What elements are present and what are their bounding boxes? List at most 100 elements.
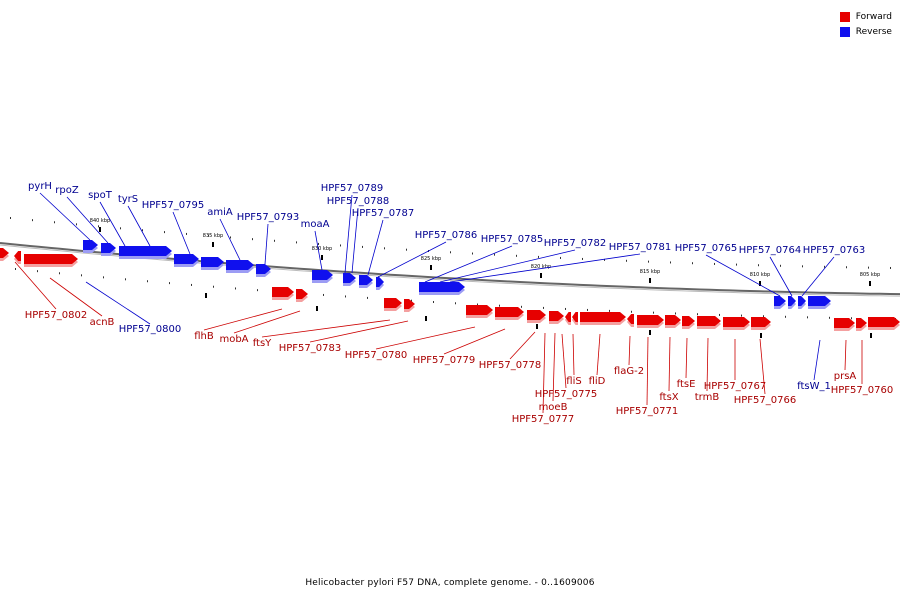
major-tick — [316, 306, 318, 311]
forward-gene[interactable] — [856, 318, 867, 331]
forward-gene-label[interactable]: flaG-2 — [614, 366, 644, 377]
forward-gene[interactable] — [751, 317, 771, 330]
reverse-gene-label[interactable]: HPF57_0785 — [481, 234, 543, 245]
reverse-gene[interactable] — [312, 270, 333, 283]
forward-gene-label[interactable]: ftsX — [659, 392, 678, 403]
reverse-gene[interactable] — [774, 296, 786, 309]
forward-gene[interactable] — [665, 315, 681, 328]
reverse-gene[interactable] — [419, 282, 465, 295]
reverse-gene-label[interactable]: amiA — [207, 207, 233, 218]
forward-gene[interactable] — [627, 314, 634, 327]
forward-gene-label[interactable]: ftsY — [253, 338, 272, 349]
major-tick — [870, 333, 872, 338]
minor-tick — [296, 241, 297, 244]
reverse-gene-label[interactable]: HPF57_0788 — [327, 196, 389, 207]
leader-line — [314, 230, 323, 271]
reverse-gene[interactable] — [101, 243, 116, 256]
reverse-gene-label[interactable]: HPF57_0781 — [609, 242, 671, 253]
reverse-gene[interactable] — [256, 264, 271, 277]
gene-body — [201, 257, 224, 267]
reverse-gene[interactable] — [808, 296, 831, 309]
forward-gene[interactable] — [495, 307, 524, 320]
forward-gene[interactable] — [572, 312, 578, 325]
forward-gene-label[interactable]: HPF57_0802 — [25, 310, 87, 321]
forward-gene-label[interactable]: HPF57_0771 — [616, 406, 678, 417]
forward-gene-label[interactable]: HPF57_0778 — [479, 360, 541, 371]
forward-gene[interactable] — [723, 317, 750, 330]
forward-gene[interactable] — [549, 311, 564, 324]
reverse-gene[interactable] — [174, 254, 199, 267]
reverse-gene-label[interactable]: HPF57_0787 — [352, 208, 414, 219]
forward-gene-label[interactable]: prsA — [834, 371, 857, 382]
forward-gene[interactable] — [565, 312, 571, 325]
forward-gene-label[interactable]: HPF57_0760 — [831, 385, 893, 396]
reverse-gene-label[interactable]: HPF57_0800 — [119, 324, 181, 335]
gene-body — [774, 296, 786, 306]
gene-body — [868, 317, 900, 327]
reverse-gene[interactable] — [788, 296, 796, 309]
reverse-gene[interactable] — [119, 246, 172, 259]
forward-gene[interactable] — [868, 317, 900, 330]
forward-gene-label[interactable]: ftsE — [677, 379, 696, 390]
reverse-gene-label[interactable]: HPF57_0793 — [237, 212, 299, 223]
gene-body — [0, 248, 9, 258]
forward-gene[interactable] — [637, 315, 664, 328]
forward-gene-label[interactable]: HPF57_0780 — [345, 350, 407, 361]
forward-gene[interactable] — [834, 318, 855, 331]
reverse-gene-label[interactable]: spoT — [88, 190, 113, 201]
forward-gene-label[interactable]: trmB — [695, 392, 720, 403]
forward-gene[interactable] — [466, 305, 493, 318]
forward-gene[interactable] — [404, 299, 415, 312]
forward-gene[interactable] — [24, 254, 78, 267]
scale-label: 825 kbp — [421, 256, 441, 262]
reverse-gene-label[interactable]: pyrH — [28, 181, 52, 192]
forward-gene[interactable] — [384, 298, 402, 311]
reverse-gene[interactable] — [376, 277, 384, 290]
reverse-gene[interactable] — [343, 273, 356, 286]
forward-gene[interactable] — [0, 248, 9, 261]
forward-gene[interactable] — [580, 312, 626, 325]
major-tick — [649, 330, 651, 335]
reverse-gene-label[interactable]: tyrS — [118, 194, 138, 205]
forward-gene-label[interactable]: HPF57_0775 — [535, 389, 597, 400]
minor-tick — [59, 272, 60, 275]
forward-gene-label[interactable]: flhB — [194, 331, 214, 342]
forward-gene[interactable] — [527, 310, 546, 323]
reverse-gene-label[interactable]: HPF57_0764 — [739, 245, 801, 256]
gene-body — [296, 289, 308, 299]
reverse-gene[interactable] — [359, 275, 373, 288]
reverse-gene[interactable] — [798, 296, 806, 309]
reverse-gene[interactable] — [226, 260, 254, 273]
forward-gene[interactable] — [296, 289, 308, 302]
forward-gene[interactable] — [14, 251, 21, 264]
forward-gene-label[interactable]: fliS — [566, 376, 581, 387]
reverse-gene-label[interactable]: HPF57_0765 — [675, 243, 737, 254]
forward-gene[interactable] — [682, 316, 695, 329]
reverse-gene-label[interactable]: ftsW_1 — [797, 381, 831, 392]
forward-gene-label[interactable]: HPF57_0779 — [413, 355, 475, 366]
forward-gene-label[interactable]: fliD — [589, 376, 606, 387]
minor-tick — [824, 265, 825, 268]
reverse-gene-label[interactable]: rpoZ — [55, 185, 79, 196]
reverse-gene[interactable] — [83, 240, 98, 253]
forward-gene-label[interactable]: HPF57_0777 — [512, 414, 574, 425]
leader-line — [99, 201, 126, 247]
reverse-gene-label[interactable]: HPF57_0789 — [321, 183, 383, 194]
forward-gene-label[interactable]: acnB — [90, 317, 115, 328]
forward-gene-label[interactable]: HPF57_0783 — [279, 343, 341, 354]
forward-gene-label[interactable]: moeB — [539, 402, 568, 413]
gene-body — [723, 317, 750, 327]
reverse-gene-label[interactable]: moaA — [301, 219, 330, 230]
forward-gene-label[interactable]: HPF57_0767 — [704, 381, 766, 392]
forward-gene[interactable] — [272, 287, 294, 300]
scale-label: 810 kbp — [750, 272, 770, 278]
reverse-gene[interactable] — [201, 257, 224, 270]
reverse-gene-label[interactable]: HPF57_0782 — [544, 238, 606, 249]
forward-gene-label[interactable]: mobA — [219, 334, 248, 345]
reverse-gene-label[interactable]: HPF57_0786 — [415, 230, 477, 241]
minor-tick — [191, 283, 192, 286]
forward-gene-label[interactable]: HPF57_0766 — [734, 395, 796, 406]
reverse-gene-label[interactable]: HPF57_0763 — [803, 245, 865, 256]
reverse-gene-label[interactable]: HPF57_0795 — [142, 200, 204, 211]
forward-gene[interactable] — [697, 316, 721, 329]
